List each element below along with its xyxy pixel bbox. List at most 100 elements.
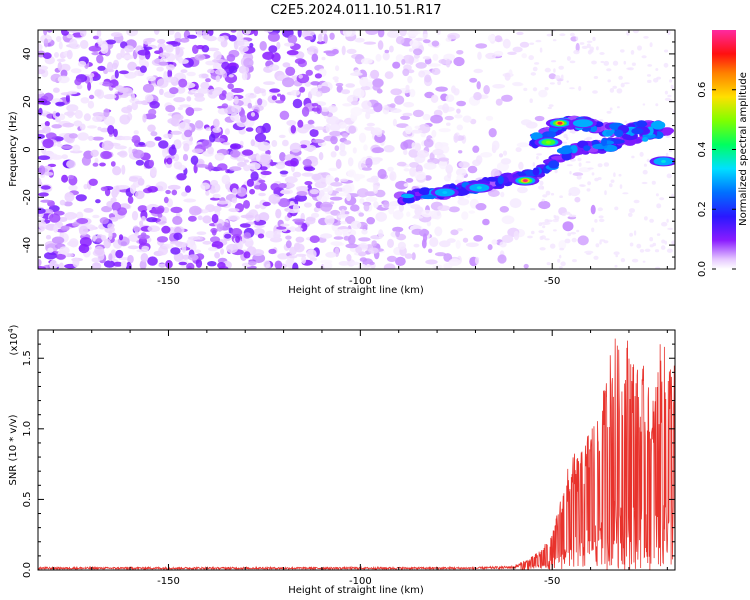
noise-blob bbox=[432, 148, 444, 156]
noise-blob bbox=[278, 183, 287, 189]
noise-blob bbox=[530, 72, 536, 76]
noise-blob bbox=[40, 185, 51, 190]
noise-blob bbox=[276, 226, 287, 230]
noise-blob bbox=[285, 66, 296, 77]
noise-blob bbox=[647, 79, 652, 83]
noise-blob bbox=[372, 84, 381, 91]
noise-blob bbox=[563, 133, 568, 139]
noise-blob bbox=[500, 158, 512, 165]
noise-blob bbox=[531, 230, 535, 235]
noise-blob bbox=[38, 218, 46, 222]
noise-blob bbox=[185, 107, 195, 116]
noise-blob bbox=[559, 266, 563, 269]
noise-blob bbox=[181, 242, 187, 253]
noise-blob bbox=[103, 238, 111, 249]
noise-blob bbox=[550, 192, 555, 196]
noise-blob bbox=[667, 30, 671, 36]
noise-blob bbox=[197, 215, 203, 221]
noise-blob bbox=[179, 104, 191, 108]
noise-blob bbox=[72, 222, 80, 227]
signal-blob bbox=[551, 155, 565, 160]
spectrogram-heatmap bbox=[38, 30, 675, 269]
noise-blob bbox=[336, 85, 343, 93]
noise-blob bbox=[561, 74, 564, 80]
noise-blob bbox=[453, 133, 459, 143]
noise-blob bbox=[231, 88, 244, 93]
noise-blob bbox=[163, 196, 169, 204]
noise-blob bbox=[375, 211, 388, 222]
noise-blob bbox=[87, 100, 95, 109]
noise-blob bbox=[646, 158, 650, 163]
noise-blob bbox=[462, 115, 472, 123]
noise-blob bbox=[314, 181, 327, 189]
noise-blob bbox=[268, 64, 280, 71]
noise-blob bbox=[586, 252, 592, 255]
noise-blob bbox=[396, 123, 409, 128]
noise-blob bbox=[523, 87, 528, 92]
noise-blob bbox=[157, 39, 166, 44]
noise-blob bbox=[591, 60, 597, 65]
noise-blob bbox=[288, 226, 297, 232]
noise-blob bbox=[617, 106, 620, 109]
noise-blob bbox=[147, 124, 156, 132]
x-tick-label: -50 bbox=[544, 576, 560, 587]
noise-blob bbox=[598, 218, 605, 223]
noise-blob bbox=[263, 260, 271, 269]
noise-blob bbox=[359, 257, 368, 262]
noise-blob bbox=[232, 187, 238, 196]
noise-blob bbox=[190, 155, 199, 165]
noise-blob bbox=[338, 214, 347, 219]
noise-blob bbox=[342, 103, 353, 107]
noise-blob bbox=[95, 238, 103, 243]
noise-blob bbox=[649, 237, 654, 242]
noise-blob bbox=[211, 213, 219, 224]
noise-blob bbox=[547, 106, 552, 110]
noise-blob bbox=[76, 84, 83, 90]
noise-blob bbox=[118, 70, 129, 75]
noise-blob bbox=[539, 236, 544, 240]
noise-blob bbox=[664, 49, 669, 53]
colorbar-tick-label: 0.4 bbox=[697, 142, 708, 158]
y-tick-label: 40 bbox=[22, 48, 33, 61]
noise-blob bbox=[302, 158, 312, 167]
noise-blob bbox=[214, 69, 226, 75]
noise-blob bbox=[262, 51, 275, 60]
noise-blob bbox=[253, 224, 265, 229]
noise-blob bbox=[429, 237, 439, 248]
noise-blob bbox=[323, 33, 328, 44]
noise-blob bbox=[147, 225, 160, 232]
noise-blob bbox=[364, 126, 375, 131]
noise-blob bbox=[342, 30, 353, 37]
noise-blob bbox=[44, 121, 50, 127]
noise-blob bbox=[346, 48, 357, 55]
noise-blob bbox=[434, 252, 447, 257]
noise-blob bbox=[173, 97, 186, 103]
noise-blob bbox=[100, 43, 109, 55]
noise-blob bbox=[228, 65, 238, 74]
noise-blob bbox=[184, 185, 192, 193]
noise-blob bbox=[194, 54, 206, 61]
noise-blob bbox=[311, 103, 319, 107]
noise-blob bbox=[422, 33, 428, 39]
noise-blob bbox=[571, 237, 577, 243]
noise-blob bbox=[196, 164, 209, 168]
snr-scale-close: ) bbox=[9, 324, 20, 328]
noise-blob bbox=[60, 92, 73, 96]
noise-blob bbox=[38, 107, 43, 116]
noise-blob bbox=[194, 249, 201, 254]
noise-blob bbox=[63, 201, 73, 207]
noise-blob bbox=[586, 43, 591, 48]
noise-blob bbox=[161, 225, 171, 234]
noise-blob bbox=[60, 63, 71, 72]
noise-blob bbox=[38, 220, 47, 230]
noise-blob bbox=[142, 113, 147, 123]
noise-blob bbox=[616, 88, 623, 94]
noise-blob bbox=[348, 234, 356, 245]
noise-blob bbox=[292, 262, 299, 269]
noise-blob bbox=[538, 222, 543, 227]
noise-blob bbox=[158, 245, 169, 256]
noise-blob bbox=[357, 263, 368, 269]
noise-blob bbox=[592, 36, 596, 42]
noise-blob bbox=[317, 84, 322, 89]
noise-blob bbox=[148, 108, 157, 116]
